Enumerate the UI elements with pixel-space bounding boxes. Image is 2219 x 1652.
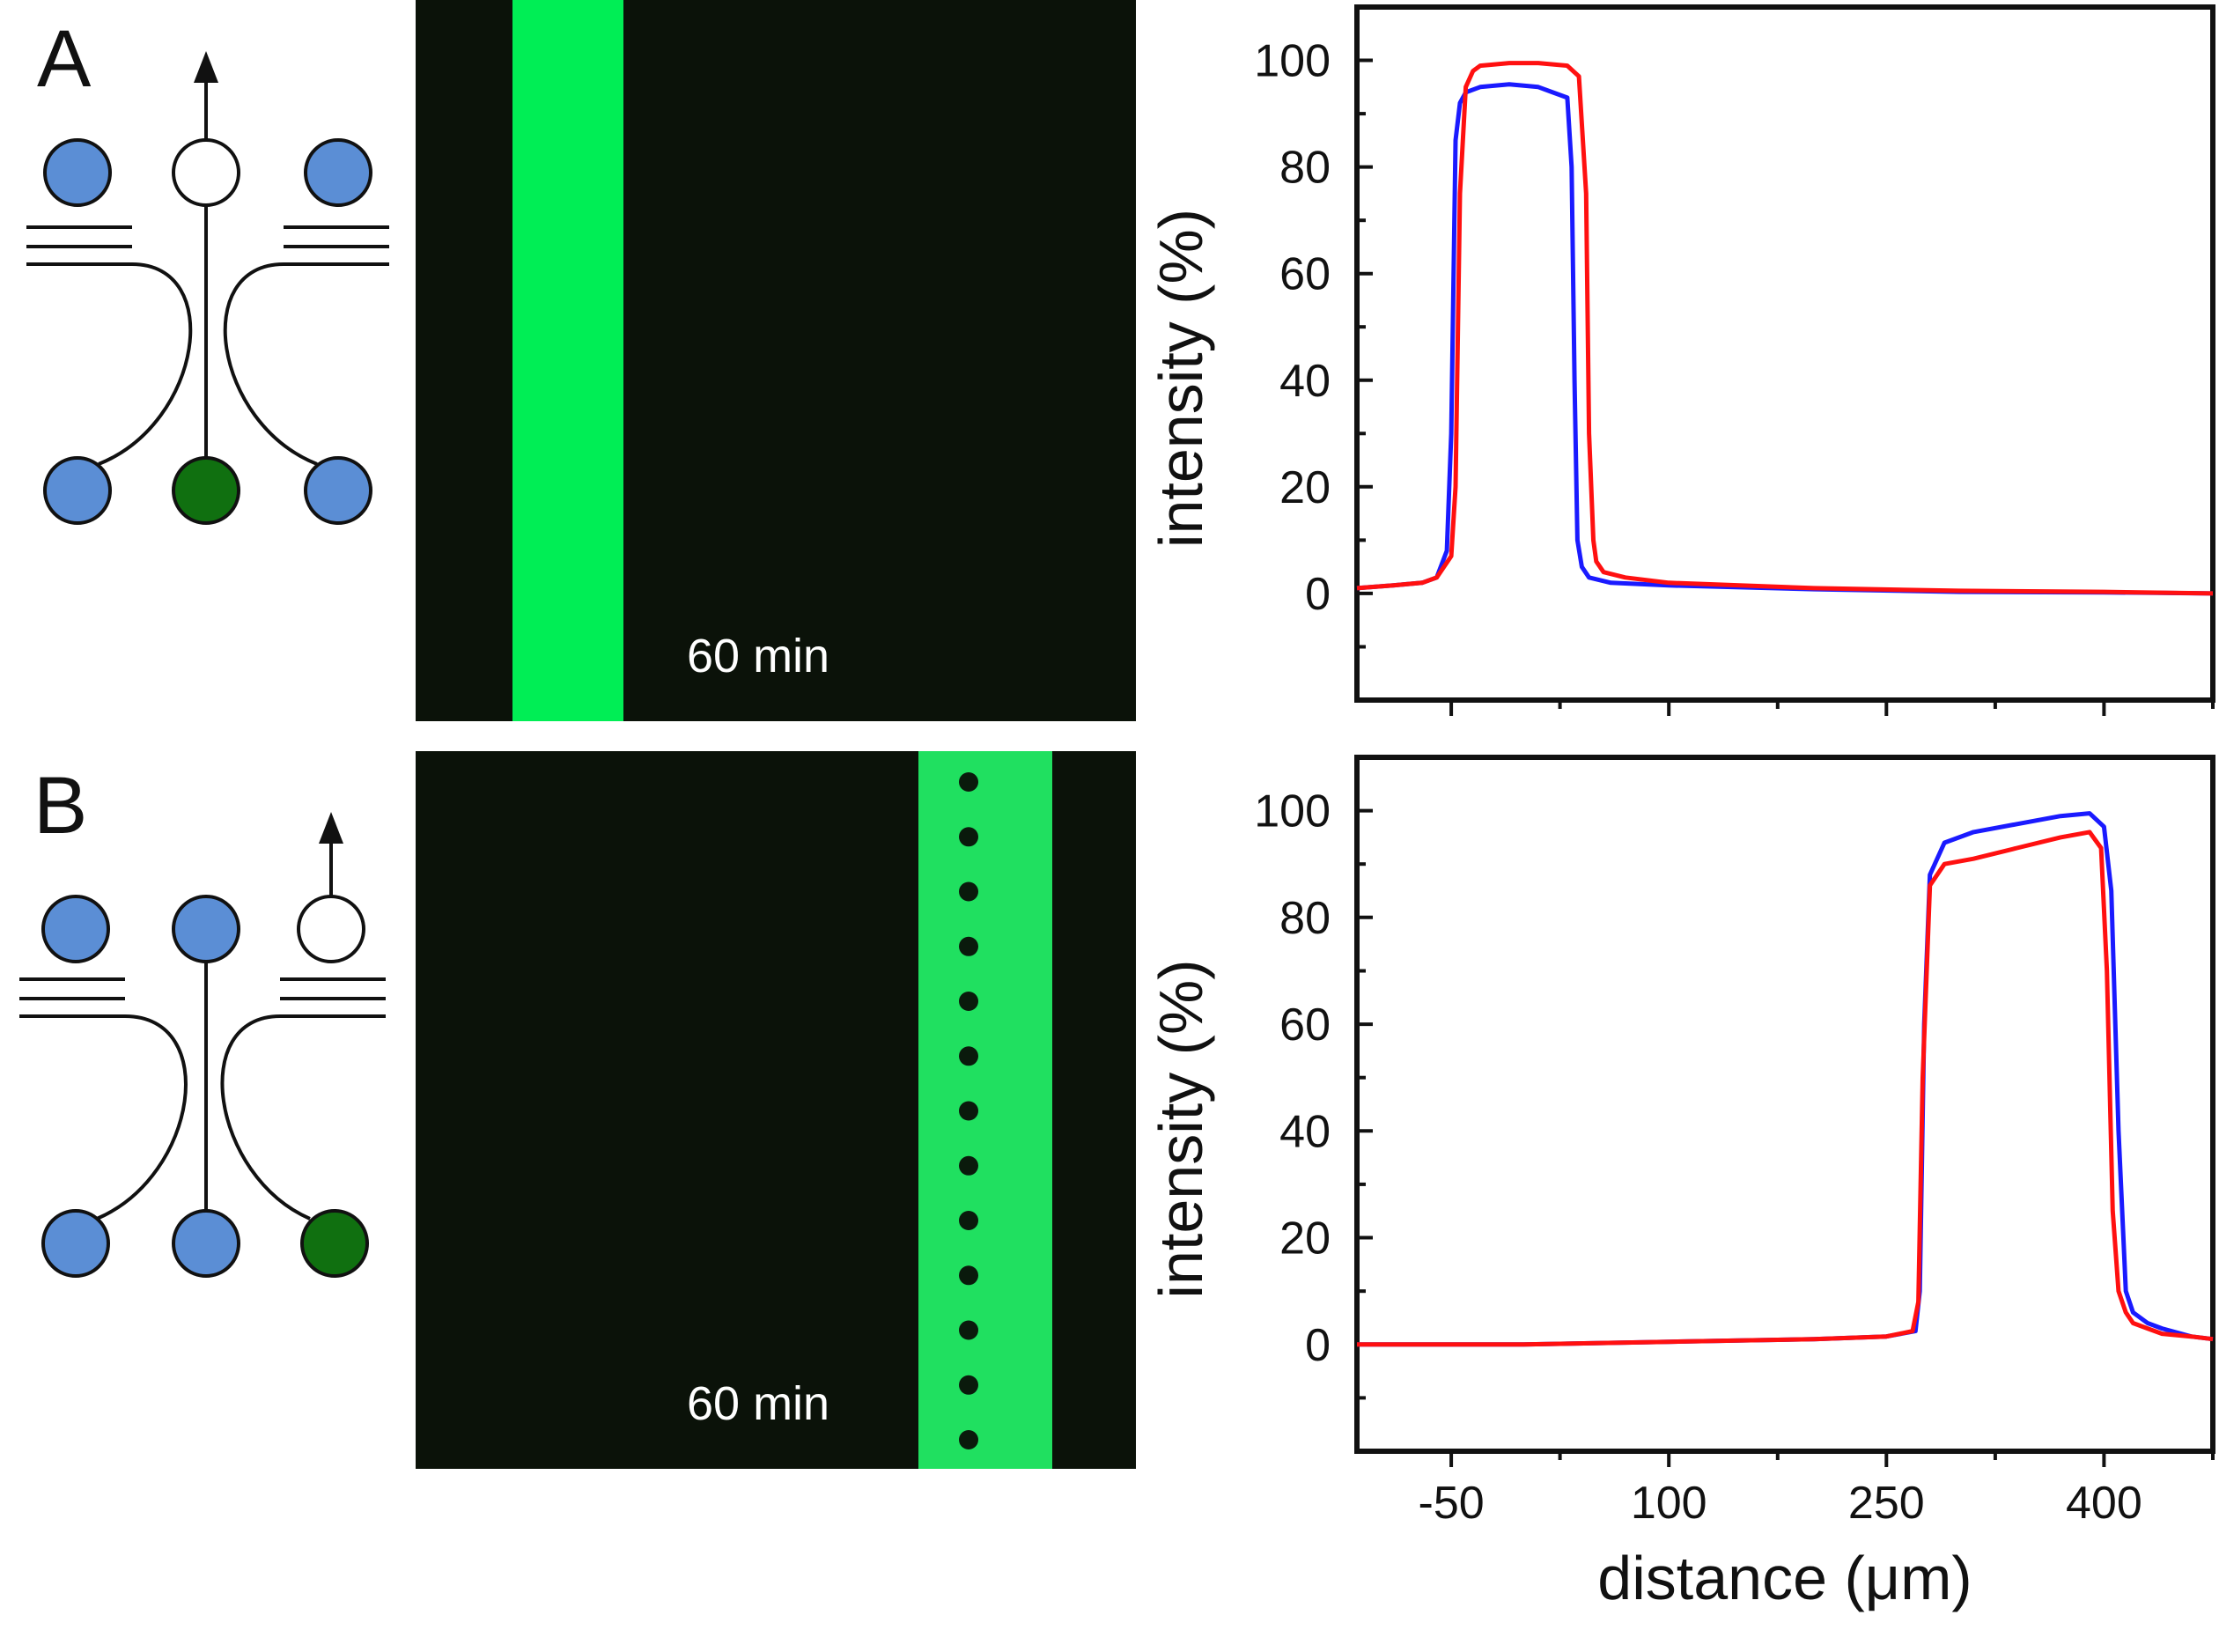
- pillar-dot: [959, 1320, 978, 1340]
- chart-b-y-tick-label: 100: [1254, 786, 1331, 837]
- pillar-dot: [959, 1375, 978, 1395]
- panel-a-outlet-arrow-head-icon: [194, 51, 218, 83]
- pillar-dot: [959, 1101, 978, 1121]
- panel-b-pillar-dots: [959, 772, 978, 1449]
- chart-b-x-axis-title: distance (μm): [1597, 1544, 1972, 1612]
- chart-b-x-tick-label: 100: [1631, 1478, 1707, 1529]
- panel-a-top-right-inlet: [304, 138, 372, 207]
- panel-b-label: B: [33, 761, 87, 851]
- panel-b-dye-inlet: [300, 1209, 369, 1278]
- panel-a-schematic: [26, 51, 389, 525]
- pillar-dot: [959, 936, 978, 956]
- chart-a-y-tick-label: 0: [1305, 569, 1331, 620]
- chart-a-y-axis-title: intensity (%): [1146, 209, 1215, 548]
- chart-b-x-tick-label: 400: [2066, 1478, 2142, 1529]
- chart-b-y-tick-label: 40: [1279, 1106, 1331, 1157]
- panel-a-outlet-reservoir: [172, 138, 240, 207]
- panel-b-outlet-reservoir: [297, 895, 365, 963]
- chart-b-series-red: [1357, 830, 2214, 1347]
- panel-a-fluorescent-stripe: [512, 0, 623, 721]
- chart-a-y-tick-label: 40: [1279, 356, 1331, 407]
- chart-b-y-tick-label: 60: [1279, 999, 1331, 1051]
- panel-b-top-left-inlet: [41, 895, 110, 963]
- panel-a-chart: 0 20 40 60 80 100 intensity (%): [1146, 4, 2215, 716]
- pillar-dot: [959, 772, 978, 792]
- chart-b-y-tick-label: 80: [1279, 893, 1331, 944]
- panel-a-time-label: 60 min: [687, 630, 829, 682]
- panel-b-bottom-left-inlet: [41, 1209, 110, 1278]
- panel-a-micrograph: 60 min: [416, 0, 1136, 721]
- panel-a-right-channel: [223, 262, 318, 466]
- chart-b-y-tick-label: 0: [1305, 1320, 1331, 1371]
- panel-b-left-channel: [96, 1014, 188, 1221]
- pillar-dot: [959, 1430, 978, 1449]
- panel-a: A: [26, 0, 2215, 721]
- chart-b-y-axis-title: intensity (%): [1146, 959, 1215, 1298]
- chart-a-y-tick-label: 100: [1254, 36, 1331, 87]
- panel-b-schematic: [19, 812, 386, 1278]
- pillar-dot: [959, 1046, 978, 1066]
- panel-b-top-center-inlet: [172, 895, 240, 963]
- panel-b: B: [19, 751, 2215, 1612]
- chart-a-series-blue: [1356, 82, 2214, 596]
- chart-a-y-tick-label: 20: [1279, 462, 1331, 513]
- pillar-dot: [959, 827, 978, 847]
- panel-a-label: A: [37, 14, 92, 104]
- panel-a-bottom-right-inlet: [304, 456, 372, 525]
- panel-a-dye-inlet: [172, 456, 240, 525]
- pillar-dot: [959, 1155, 978, 1176]
- panel-b-right-channel: [220, 1014, 311, 1221]
- chart-b-x-tick-label: 250: [1848, 1478, 1925, 1529]
- chart-a-y-tick-label: 80: [1279, 143, 1331, 194]
- panel-b-bottom-center-inlet: [172, 1209, 240, 1278]
- pillar-dot: [959, 1265, 978, 1286]
- panel-b-chart: 0 20 40 60 80 100 -50 100 250 400 distance (μm) int…: [1146, 755, 2215, 1612]
- panel-b-fluorescent-stripe: [918, 751, 1052, 1469]
- panel-b-time-label: 60 min: [687, 1377, 829, 1430]
- chart-a-plot-frame: [1354, 4, 2215, 703]
- pillar-dot: [959, 1211, 978, 1230]
- chart-b-plot-frame: [1354, 755, 2215, 1454]
- chart-a-series-red: [1356, 61, 2214, 596]
- panel-b-outlet-arrow-head-icon: [319, 812, 343, 844]
- panel-a-top-left-inlet: [43, 138, 112, 207]
- panel-b-micrograph: 60 min: [416, 751, 1136, 1469]
- chart-a-y-tick-label: 60: [1279, 249, 1331, 300]
- panel-a-left-channel: [98, 262, 193, 466]
- chart-b-y-tick-label: 20: [1279, 1213, 1331, 1265]
- pillar-dot: [959, 992, 978, 1011]
- panel-a-bottom-left-inlet: [43, 456, 112, 525]
- pillar-dot: [959, 881, 978, 902]
- chart-b-x-tick-label: -50: [1419, 1478, 1485, 1529]
